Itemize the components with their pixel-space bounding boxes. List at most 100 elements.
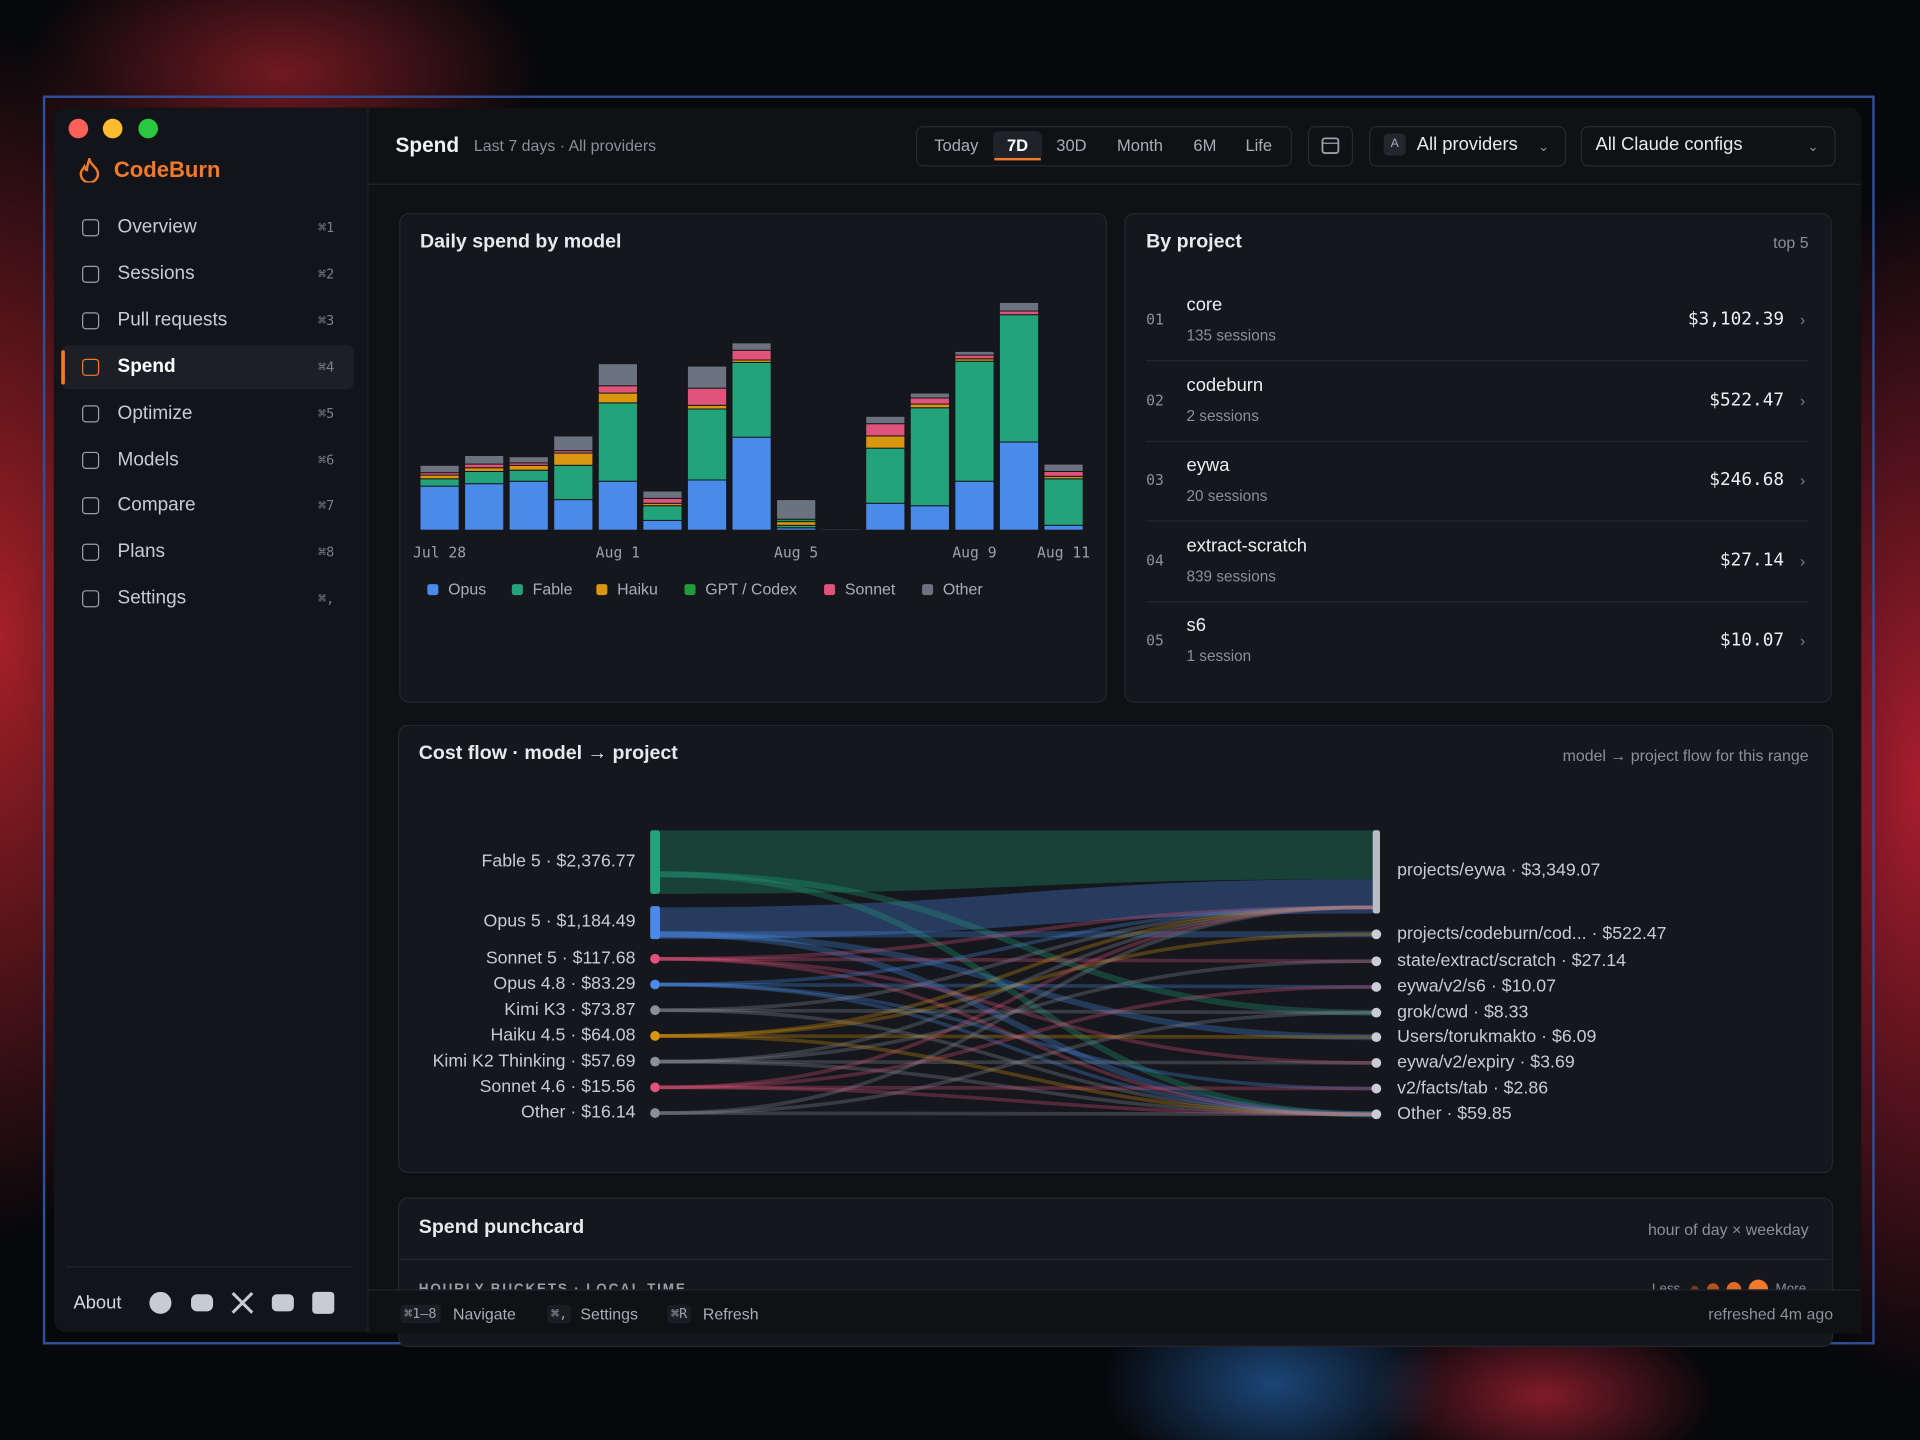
- nav-item[interactable]: Spend: [117, 355, 176, 377]
- bar-segment: [642, 497, 683, 504]
- nav-icon: [82, 311, 100, 330]
- source-label: Other · $16.14: [521, 1102, 636, 1122]
- flow-link: [659, 1010, 1373, 1115]
- card-note: model → project flow for this range: [1562, 746, 1809, 765]
- bar-segment: [954, 360, 995, 482]
- source-node: [650, 906, 661, 940]
- legend-swatch: [596, 584, 608, 596]
- range-tab[interactable]: Month: [1117, 136, 1163, 155]
- project-sessions: 1 session: [1186, 648, 1252, 666]
- social-icons: [149, 1291, 335, 1314]
- config-select[interactable]: [1580, 126, 1836, 167]
- about-link[interactable]: About: [73, 1292, 122, 1314]
- nav-item[interactable]: Sessions: [117, 263, 195, 284]
- range-tab[interactable]: Life: [1245, 136, 1273, 155]
- nav-item[interactable]: Settings: [117, 587, 187, 609]
- source-node: [650, 953, 661, 964]
- bar-segment: [508, 480, 549, 531]
- zoom-button[interactable]: [138, 118, 158, 139]
- discord-icon[interactable]: [191, 1294, 214, 1312]
- flow-link: [660, 1111, 1373, 1117]
- card-note: hour of day × weekday: [1647, 1220, 1809, 1239]
- project-name[interactable]: core: [1186, 294, 1223, 316]
- nav-item[interactable]: Optimize: [117, 402, 193, 424]
- page-subtitle: Last 7 days · All providers: [473, 136, 657, 155]
- provider-badge: A: [1383, 133, 1406, 156]
- brand-icon: [79, 157, 100, 183]
- project-name[interactable]: eywa: [1186, 455, 1230, 476]
- source-label: Opus 5 · $1,184.49: [484, 911, 636, 931]
- minimize-button[interactable]: [102, 118, 123, 139]
- legend-swatch: [824, 584, 836, 596]
- close-button[interactable]: [68, 118, 89, 139]
- nav-icon: [82, 219, 100, 237]
- source-node: [650, 1031, 661, 1041]
- nav-item[interactable]: Plans: [117, 541, 166, 563]
- nav-item[interactable]: Overview: [117, 216, 197, 238]
- bar-segment: [909, 392, 950, 399]
- x-tick-label: Aug 9: [952, 544, 996, 561]
- nav-shortcut: ⌘7: [318, 498, 335, 515]
- bar-segment: [686, 408, 728, 481]
- range-tab[interactable]: 7D: [1006, 136, 1029, 155]
- bar-segment: [642, 519, 683, 531]
- cost-flow-card: [397, 724, 1834, 1174]
- nav-item[interactable]: Pull requests: [117, 309, 228, 331]
- chevron: ⌄: [1807, 140, 1819, 155]
- bar-segment: [597, 363, 638, 387]
- flow-band: [660, 830, 1373, 894]
- source-node: [650, 1005, 661, 1016]
- row-divider: [1146, 600, 1809, 603]
- bar-segment: [776, 499, 817, 520]
- bar-segment: [865, 502, 906, 531]
- bar-segment: [909, 505, 950, 531]
- range-tab[interactable]: 6M: [1193, 136, 1217, 155]
- bar-segment: [998, 310, 1040, 316]
- youtube-icon[interactable]: [271, 1294, 294, 1312]
- bar-segment: [998, 301, 1040, 312]
- flow-link: [659, 905, 1373, 987]
- nav-item[interactable]: Compare: [117, 495, 196, 516]
- project-name[interactable]: codeburn: [1186, 374, 1264, 396]
- project-name[interactable]: s6: [1186, 615, 1206, 637]
- flow-link: [659, 985, 1373, 1090]
- tab-underline: [994, 157, 1041, 161]
- calendar-button[interactable]: [1307, 126, 1354, 167]
- x-tick-label: Jul 28: [413, 544, 466, 561]
- card-title: By project: [1146, 231, 1242, 253]
- flow-link: [659, 871, 1373, 1016]
- github-icon[interactable]: [149, 1291, 172, 1314]
- linkedin-icon[interactable]: [312, 1291, 335, 1314]
- bar-segment: [686, 404, 728, 410]
- source-label: Fable 5 · $2,376.77: [482, 851, 636, 871]
- bar-segment: [597, 392, 638, 404]
- nav-icon: [82, 358, 100, 376]
- range-tab[interactable]: 30D: [1056, 136, 1087, 155]
- target-label: projects/eywa · $3,349.07: [1397, 859, 1600, 879]
- flow-link: [659, 982, 1373, 1117]
- provider-select[interactable]: [1368, 126, 1567, 167]
- bar-segment: [954, 480, 995, 531]
- x-icon[interactable]: [231, 1291, 254, 1314]
- flow-link: [659, 1085, 1373, 1117]
- target-node: [1371, 1032, 1382, 1043]
- bar-segment: [597, 385, 638, 394]
- chevron: ›: [1800, 310, 1806, 329]
- flow-link: [659, 905, 1373, 961]
- flow-link: [659, 1008, 1373, 1117]
- status-bar: [368, 1289, 1862, 1334]
- nav-active-bar: [61, 349, 65, 385]
- project-sessions: 20 sessions: [1186, 487, 1268, 505]
- source-node: [650, 1082, 661, 1093]
- range-tab[interactable]: Today: [934, 136, 979, 155]
- bar-segment: [642, 505, 683, 521]
- flow-link: [659, 905, 1373, 1115]
- bar-segment: [553, 452, 594, 466]
- project-name[interactable]: extract-scratch: [1186, 535, 1307, 557]
- nav-shortcut: ⌘8: [318, 544, 335, 561]
- by-project-card: [1124, 213, 1832, 703]
- nav-item[interactable]: Models: [117, 448, 179, 470]
- bar-segment: [464, 470, 505, 485]
- divider: [399, 1258, 1830, 1261]
